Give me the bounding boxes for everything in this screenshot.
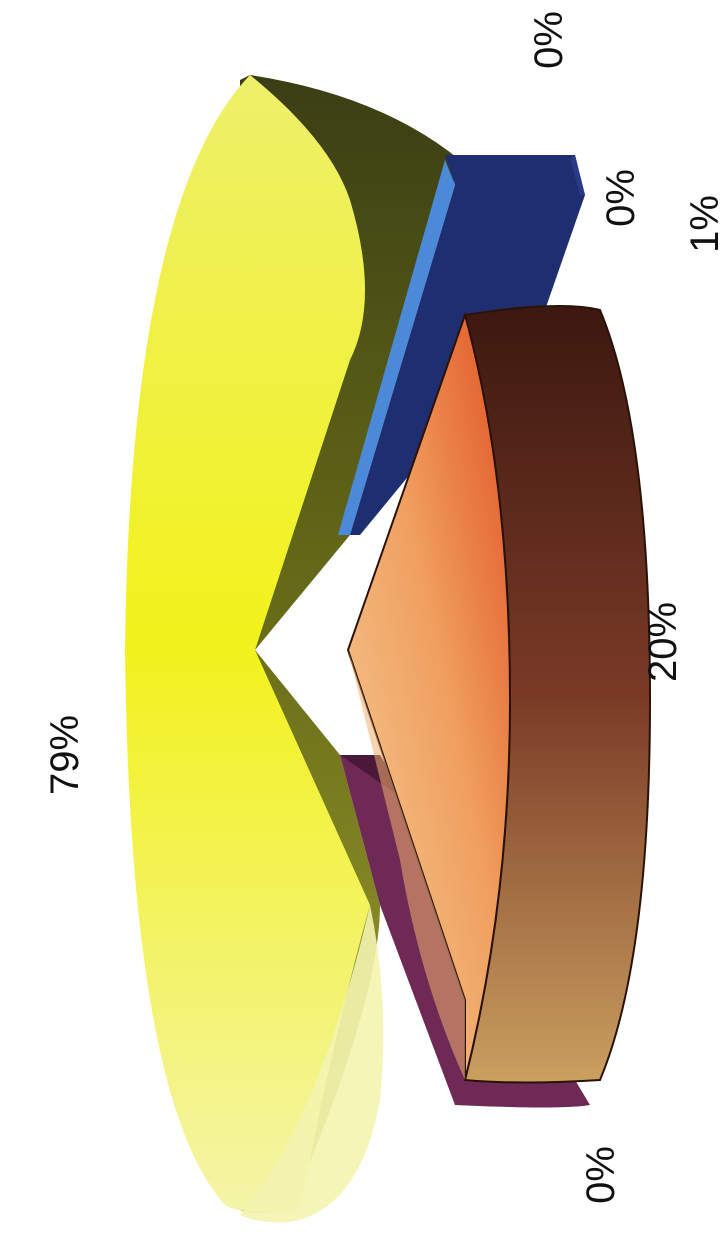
label-0-top: 0% [527, 11, 571, 69]
slice-0-blue-top [338, 160, 455, 535]
slice-1-edge [570, 155, 585, 195]
label-0-middle: 0% [599, 169, 643, 227]
slice-20-top [346, 311, 512, 1081]
slice-79-rim [240, 905, 384, 1223]
label-79: 79% [43, 715, 87, 795]
slice-20-wedge-face [348, 315, 465, 1080]
label-20: 20% [641, 602, 685, 682]
label-1: 1% [683, 195, 725, 253]
label-0-bottom: 0% [579, 1146, 623, 1204]
slice-79-top [125, 75, 370, 1212]
